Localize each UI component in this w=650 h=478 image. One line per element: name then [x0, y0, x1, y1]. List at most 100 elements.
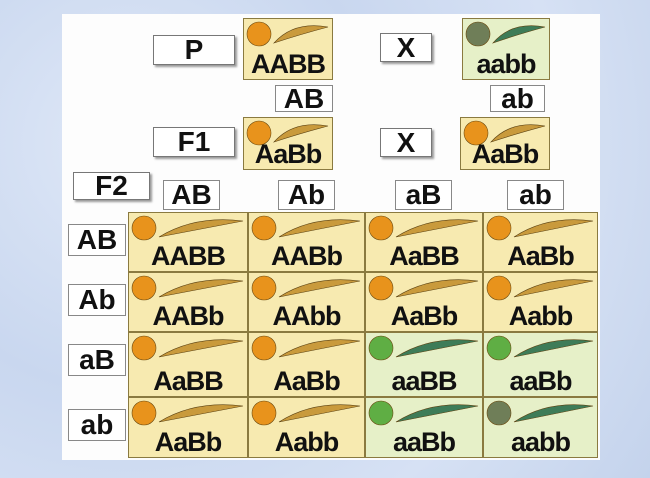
pod: [513, 279, 594, 298]
genotype: aabb: [510, 427, 571, 457]
pea-icon: [246, 21, 329, 47]
genotype: AaBb: [471, 139, 540, 169]
genotype: AaBB: [389, 241, 460, 271]
pea-icon: [463, 120, 546, 146]
pod: [278, 219, 361, 238]
genotype-tile: AABb: [248, 212, 365, 272]
row-gamete: ab: [68, 409, 126, 441]
genotype: aaBb: [392, 427, 456, 457]
genotype-tile: AABB: [128, 212, 248, 272]
pea: [251, 335, 277, 361]
generation-label: F2: [73, 170, 150, 201]
genotype-tile: aaBb: [365, 397, 483, 458]
pea: [131, 335, 157, 361]
pea: [131, 275, 157, 301]
pod: [395, 339, 479, 358]
genotype-tile: AaBb: [365, 272, 483, 332]
row-gamete: Ab: [68, 284, 126, 316]
pea-icon: [368, 215, 479, 241]
pea: [131, 215, 157, 241]
pea-icon: [131, 400, 244, 426]
pea-icon: [131, 215, 244, 241]
genotype: aaBb: [509, 366, 572, 396]
gamete-label: ab: [490, 83, 545, 114]
pea-icon: [246, 120, 329, 146]
column-gamete: aB: [395, 179, 452, 210]
row-gamete: AB: [68, 224, 126, 256]
pea-icon: [251, 400, 361, 426]
cross-sign: X: [380, 32, 432, 63]
genotype: AABB: [251, 49, 326, 79]
pea-icon: [251, 215, 361, 241]
pea: [486, 335, 512, 361]
pea-icon: [131, 335, 244, 361]
genotype-tile: AABB: [243, 18, 333, 80]
pea: [368, 215, 394, 241]
genotype-tile: AAbb: [248, 272, 365, 332]
pea: [463, 120, 489, 146]
genotype: aabb: [476, 49, 536, 79]
genotype: AABb: [152, 301, 225, 331]
genotype-tile: aabb: [483, 397, 598, 458]
generation-label: P: [153, 34, 235, 65]
genotype: AaBb: [273, 366, 341, 396]
pod: [278, 339, 361, 358]
pea-icon: [131, 275, 244, 301]
pod: [273, 25, 329, 44]
pea-icon: [465, 21, 546, 47]
pea: [246, 21, 272, 47]
pod: [278, 279, 361, 298]
genotype-tile: AaBB: [128, 332, 248, 397]
genotype: AABb: [271, 241, 343, 271]
pod: [490, 124, 546, 143]
pod: [395, 219, 479, 238]
column-gamete: AB: [163, 179, 220, 210]
pea: [368, 400, 394, 426]
pea-icon: [486, 275, 594, 301]
pea: [251, 275, 277, 301]
pea-icon: [486, 215, 594, 241]
pod: [513, 339, 594, 358]
pea-icon: [368, 335, 479, 361]
pea: [486, 400, 512, 426]
column-gamete: Ab: [278, 179, 335, 210]
pea-icon: [368, 275, 479, 301]
genotype-tile: AaBB: [365, 212, 483, 272]
column-gamete: ab: [507, 179, 564, 210]
genotype: AaBb: [390, 301, 459, 331]
pea: [465, 21, 491, 47]
genotype: AaBb: [254, 139, 323, 169]
genotype-tile: AaBb: [483, 212, 598, 272]
pod: [158, 219, 244, 238]
genotype: Aabb: [274, 427, 340, 457]
genotype-tile: AaBb: [460, 117, 550, 170]
cross-sign: X: [380, 127, 432, 158]
genotype: Aabb: [508, 301, 574, 331]
genotype-tile: AaBb: [248, 332, 365, 397]
pod: [513, 404, 594, 423]
pea: [251, 400, 277, 426]
genotype: AaBB: [153, 366, 224, 396]
genotype: AaBb: [154, 427, 223, 457]
genotype-tile: Aabb: [483, 272, 598, 332]
pea: [486, 275, 512, 301]
pea: [368, 335, 394, 361]
pod: [395, 404, 479, 423]
genotype-tile: Aabb: [248, 397, 365, 458]
pod: [395, 279, 479, 298]
gamete-label: AB: [275, 83, 333, 114]
pea: [251, 215, 277, 241]
pod: [158, 339, 244, 358]
genotype-tile: AABb: [128, 272, 248, 332]
pea-icon: [486, 400, 594, 426]
genotype-tile: aabb: [462, 18, 550, 80]
genotype-tile: aaBB: [365, 332, 483, 397]
pea-icon: [251, 275, 361, 301]
pod: [158, 404, 244, 423]
generation-label: F1: [153, 126, 235, 157]
genotype: AABB: [151, 241, 226, 271]
pea-icon: [486, 335, 594, 361]
genotype: aaBB: [391, 366, 457, 396]
pod: [158, 279, 244, 298]
